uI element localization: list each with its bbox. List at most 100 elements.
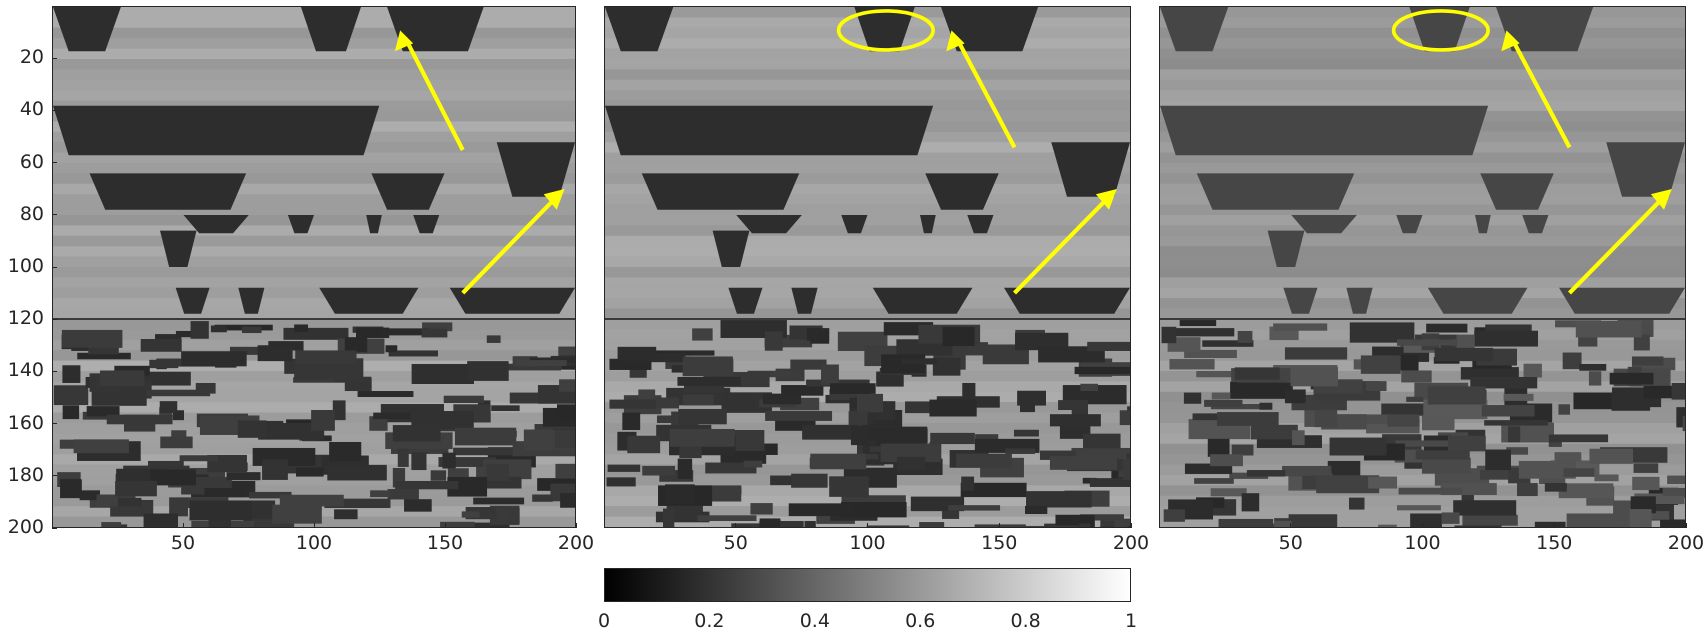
dark-layer	[872, 287, 973, 314]
background-strip	[53, 475, 575, 486]
background-strip	[1160, 443, 1685, 455]
dark-blob	[1183, 392, 1202, 404]
dark-blob	[103, 497, 142, 507]
dark-blob	[1169, 359, 1215, 370]
dark-blob	[421, 328, 448, 338]
y-tick-mark	[52, 318, 57, 320]
background-strip	[53, 235, 575, 247]
dark-blob	[956, 453, 1012, 468]
dark-blob	[486, 335, 501, 343]
x-tick-mark	[444, 523, 446, 528]
background-strip	[605, 371, 1130, 382]
dark-blob	[806, 328, 830, 341]
dark-blob	[60, 479, 82, 499]
dark-blob	[150, 469, 197, 486]
dark-blob	[390, 445, 449, 454]
dark-blob	[1025, 505, 1048, 514]
dark-blob	[960, 482, 1027, 498]
background-strip	[1160, 79, 1685, 91]
dark-blob	[829, 389, 871, 400]
background-strip	[605, 48, 1130, 59]
dark-blob	[1454, 525, 1502, 527]
dark-layer	[300, 7, 361, 52]
dark-blob	[327, 464, 387, 481]
dark-blob	[1080, 383, 1098, 392]
dark-blob	[974, 524, 1026, 527]
dark-blob	[663, 508, 675, 527]
dark-blob	[677, 458, 693, 479]
dark-blob	[743, 460, 763, 468]
dark-blob	[1479, 470, 1519, 480]
dark-blob	[1273, 323, 1328, 331]
colorbar-tick-label: 0.2	[694, 610, 725, 632]
dark-blob	[1481, 405, 1535, 417]
dark-layer	[175, 287, 210, 314]
dark-blob	[283, 327, 349, 340]
dark-blob	[1290, 367, 1338, 387]
dark-blob	[1518, 460, 1576, 479]
dark-blob	[1005, 448, 1035, 454]
dark-blob	[901, 358, 938, 365]
dark-layer	[1409, 7, 1470, 52]
dark-blob	[324, 498, 391, 509]
dark-layer	[925, 173, 999, 210]
background-strip	[605, 256, 1130, 267]
dark-blob	[1083, 433, 1121, 449]
dark-layer	[605, 7, 674, 52]
dark-layer	[1475, 215, 1491, 234]
dark-blob	[1231, 444, 1254, 456]
dark-blob	[1074, 366, 1130, 375]
background-strip	[605, 79, 1130, 91]
dark-blob	[1365, 381, 1387, 392]
x-tick-label: 200	[1667, 532, 1705, 554]
dark-blob	[272, 504, 322, 524]
x-tick-label: 150	[426, 532, 464, 554]
dark-blob	[293, 377, 360, 383]
dark-blob	[705, 462, 757, 474]
background-strip	[53, 204, 575, 215]
dark-blob	[919, 522, 945, 527]
dark-blob	[404, 499, 432, 512]
dark-blob	[1211, 392, 1231, 400]
dark-layer	[920, 215, 936, 234]
dark-layer	[1196, 173, 1355, 210]
dark-blob	[1662, 488, 1685, 496]
background-strip	[1160, 48, 1685, 59]
x-tick-label: 100	[295, 532, 333, 554]
background-strip	[605, 319, 1130, 330]
dark-blob	[73, 439, 129, 454]
dark-blob	[1047, 525, 1079, 527]
dark-blob	[848, 411, 868, 426]
dark-blob	[1632, 476, 1660, 491]
dark-blob	[802, 424, 857, 440]
dark-blob	[932, 357, 961, 376]
background-strip	[53, 381, 575, 392]
dark-blob	[1114, 519, 1130, 527]
dark-blob	[175, 330, 193, 338]
dark-blob	[86, 406, 120, 417]
background-strip	[53, 391, 575, 403]
dark-blob	[876, 371, 904, 387]
dark-blob	[1395, 440, 1463, 447]
dark-blob	[229, 346, 276, 355]
dark-layer	[1559, 287, 1685, 314]
background-strip	[53, 48, 575, 59]
dark-blob	[559, 379, 575, 392]
dark-blob	[1588, 371, 1602, 386]
background-strip	[605, 152, 1130, 163]
dark-blob	[91, 389, 147, 406]
dark-blob	[370, 490, 391, 498]
background-strip	[605, 225, 1130, 236]
dark-blob	[440, 521, 475, 527]
dark-blob	[388, 350, 438, 357]
background-strip	[53, 319, 575, 330]
dark-blob	[804, 521, 816, 527]
dark-layer	[496, 142, 575, 197]
background-strip	[1160, 256, 1685, 267]
dark-blob	[1462, 514, 1518, 526]
dark-blob	[179, 455, 218, 462]
y-tick-label: 40	[19, 98, 44, 121]
background-strip	[1160, 173, 1685, 184]
background-strip	[1160, 225, 1685, 236]
dark-blob	[294, 324, 308, 332]
